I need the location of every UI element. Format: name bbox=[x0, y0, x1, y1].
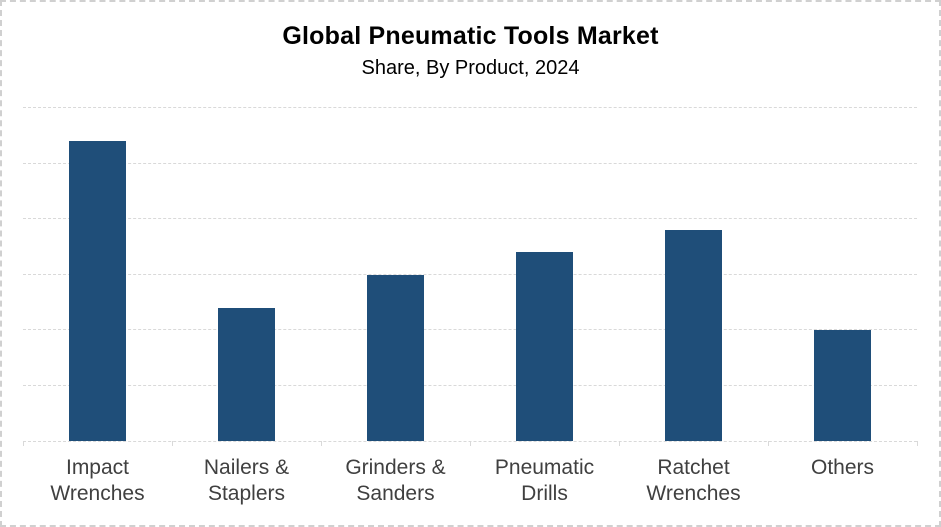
bar-slot bbox=[321, 108, 470, 441]
gridline-30 bbox=[23, 107, 917, 108]
category-label: Pneumatic Drills bbox=[494, 456, 595, 505]
axis-tick bbox=[618, 441, 620, 446]
bar-slot bbox=[23, 108, 172, 441]
gridline-25 bbox=[23, 162, 917, 164]
x-axis-labels: Impact Wrenches Nailers & Staplers Grinder… bbox=[23, 455, 917, 507]
bar-pneumatic-drills bbox=[516, 252, 573, 441]
axis-tick bbox=[917, 441, 918, 446]
category-label: Impact Wrenches bbox=[50, 456, 145, 505]
bar-others bbox=[814, 330, 871, 441]
bar-nailers-staplers bbox=[218, 307, 275, 441]
gridline-5 bbox=[23, 384, 917, 386]
chart-subtitle: Share, By Product, 2024 bbox=[361, 57, 580, 79]
plot-area bbox=[23, 107, 918, 446]
category-label: Others bbox=[810, 456, 875, 479]
axis-tick bbox=[768, 441, 769, 446]
axis-tick bbox=[171, 441, 173, 446]
category-label: Nailers & Staplers bbox=[203, 456, 290, 505]
bar-grinders-sanders bbox=[367, 274, 424, 441]
axis-tick bbox=[23, 441, 24, 446]
category-label: Grinders & Sanders bbox=[345, 456, 446, 505]
bar-slot bbox=[470, 108, 619, 441]
bar-slot bbox=[768, 108, 917, 441]
bar-slot bbox=[619, 108, 768, 441]
bars-container bbox=[23, 108, 917, 441]
bar-slot bbox=[172, 108, 321, 441]
chart-title: Global Pneumatic Tools Market bbox=[282, 22, 659, 50]
bar-ratchet-wrenches bbox=[665, 230, 722, 441]
gridline-20 bbox=[23, 218, 917, 219]
axis-tick bbox=[470, 441, 471, 446]
gridline-15 bbox=[23, 273, 917, 275]
bar-impact-wrenches bbox=[69, 141, 126, 441]
axis-tick bbox=[320, 441, 322, 446]
category-label: Ratchet Wrenches bbox=[646, 456, 741, 505]
gridline-10 bbox=[23, 329, 917, 330]
